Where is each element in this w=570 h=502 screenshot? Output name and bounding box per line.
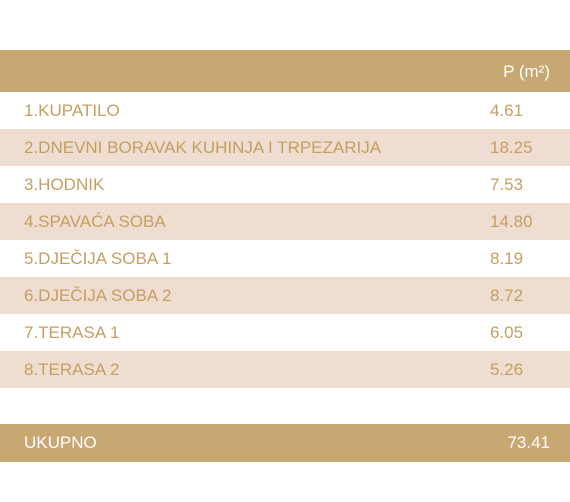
table-row: 4.SPAVAĆA SOBA 14.80 [0,203,570,240]
room-area: 14.80 [490,212,533,231]
table-row: 7.TERASA 1 6.05 [0,314,570,351]
table-row: 1.KUPATILO 4.61 [0,92,570,129]
table-row: 2.DNEVNI BORAVAK KUHINJA I TRPEZARIJA 18… [0,129,570,166]
room-name: 4.SPAVAĆA SOBA [24,212,166,231]
room-name: 2.DNEVNI BORAVAK KUHINJA I TRPEZARIJA [24,138,382,157]
table-body: 1.KUPATILO 4.61 2.DNEVNI BORAVAK KUHINJA… [0,92,570,388]
total-row: UKUPNO 73.41 [0,424,570,462]
room-name: 6.DJEČIJA SOBA 2 [24,286,172,305]
room-area: 8.72 [490,286,524,305]
table-header: P (m²) [0,50,570,92]
room-area: 18.25 [490,138,533,157]
total-area: 73.41 [507,433,550,452]
room-area: 5.26 [490,360,524,379]
room-area: 6.05 [490,323,524,342]
room-name: 3.HODNIK [24,175,105,194]
table-row: 3.HODNIK 7.53 [0,166,570,203]
room-name: 5.DJEČIJA SOBA 1 [24,249,172,268]
room-area: 4.61 [490,101,524,120]
area-column-header: P (m²) [503,62,550,81]
table-row: 6.DJEČIJA SOBA 2 8.72 [0,277,570,314]
room-name: 1.KUPATILO [24,101,120,120]
total-label: UKUPNO [24,433,97,452]
table-row: 5.DJEČIJA SOBA 1 8.19 [0,240,570,277]
room-name: 7.TERASA 1 [24,323,120,342]
table-row: 8.TERASA 2 5.26 [0,351,570,388]
room-name: 8.TERASA 2 [24,360,120,379]
room-area: 8.19 [490,249,524,268]
room-area: 7.53 [490,175,524,194]
